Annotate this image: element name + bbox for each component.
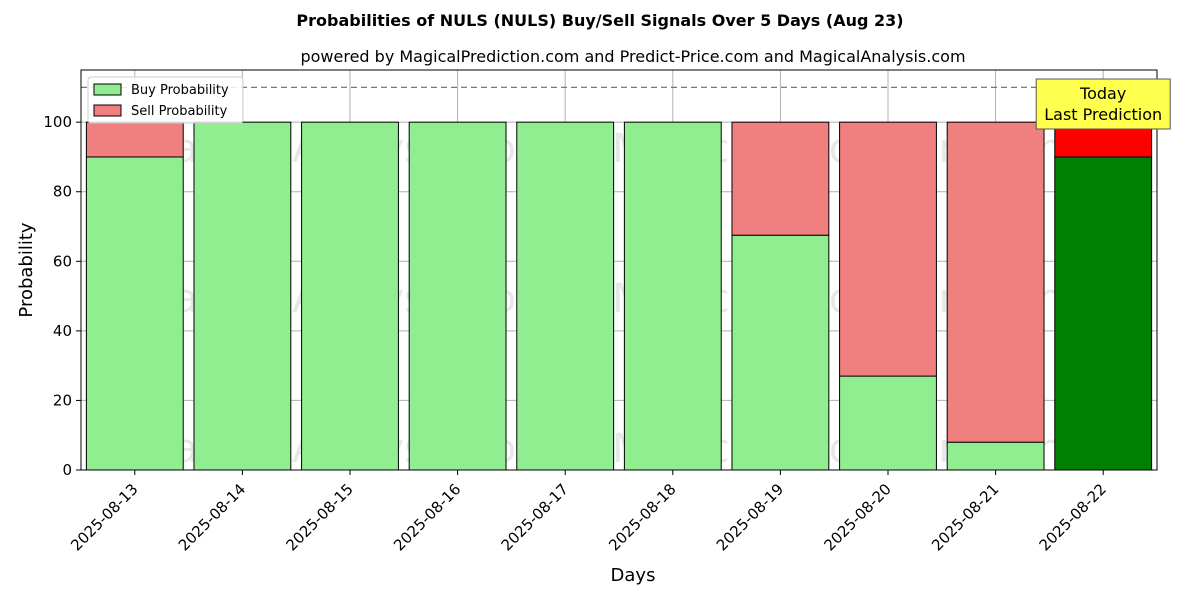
x-tick-label: 2025-08-15 — [282, 480, 356, 554]
y-tick-label: 0 — [62, 461, 72, 479]
annotation-text: Today — [1079, 84, 1126, 103]
y-tick-label: 20 — [53, 391, 72, 409]
x-tick-label: 2025-08-17 — [498, 480, 572, 554]
sell-bar — [85, 121, 184, 158]
buy-bar — [839, 375, 937, 471]
y-tick-label: 100 — [43, 113, 72, 131]
buy-bar — [301, 121, 399, 471]
y-axis-label: Probability — [16, 222, 37, 317]
x-tick-label: 2025-08-14 — [175, 480, 249, 554]
legend-label: Sell Probability — [131, 104, 228, 119]
buy-bar — [946, 441, 1045, 471]
annotation-box — [1035, 78, 1171, 130]
legend-swatch — [93, 83, 122, 96]
legend: Buy Probability Sell Probability — [87, 76, 244, 124]
x-tick-label: 2025-08-19 — [713, 480, 787, 554]
y-tick-label: 60 — [53, 252, 72, 270]
chart-title: Probabilities of NULS (NULS) Buy/Sell Si… — [296, 11, 903, 30]
sell-bar — [946, 121, 1045, 443]
chart-subtitle: powered by MagicalPrediction.com and Pre… — [300, 47, 965, 66]
legend-label: Buy Probability — [131, 83, 229, 98]
annotation-text: Last Prediction — [1044, 105, 1162, 124]
x-tick-label: 2025-08-20 — [820, 480, 894, 554]
buy-bar — [731, 234, 830, 471]
buy-bar — [623, 121, 722, 471]
y-tick-label: 40 — [53, 322, 72, 340]
sell-bar — [839, 121, 937, 377]
x-axis-label: Days — [611, 565, 656, 586]
buy-bar — [193, 121, 292, 471]
legend-swatch — [93, 104, 122, 117]
buy-bar — [516, 121, 615, 471]
x-tick-label: 2025-08-18 — [605, 480, 679, 554]
today-annotation: Today Last Prediction — [1035, 78, 1171, 130]
buy-bar — [1054, 156, 1153, 471]
y-tick-label: 80 — [53, 183, 72, 201]
x-tick-label: 2025-08-22 — [1036, 480, 1110, 554]
legend-box — [87, 76, 244, 124]
plot-frame — [80, 69, 1158, 471]
sell-bar — [731, 121, 830, 236]
x-tick-label: 2025-08-21 — [928, 480, 1002, 554]
buy-bar — [85, 156, 184, 471]
x-tick-label: 2025-08-13 — [67, 480, 141, 554]
buy-bar — [408, 121, 507, 471]
x-tick-label: 2025-08-16 — [390, 480, 464, 554]
bars-layer — [85, 121, 1153, 471]
